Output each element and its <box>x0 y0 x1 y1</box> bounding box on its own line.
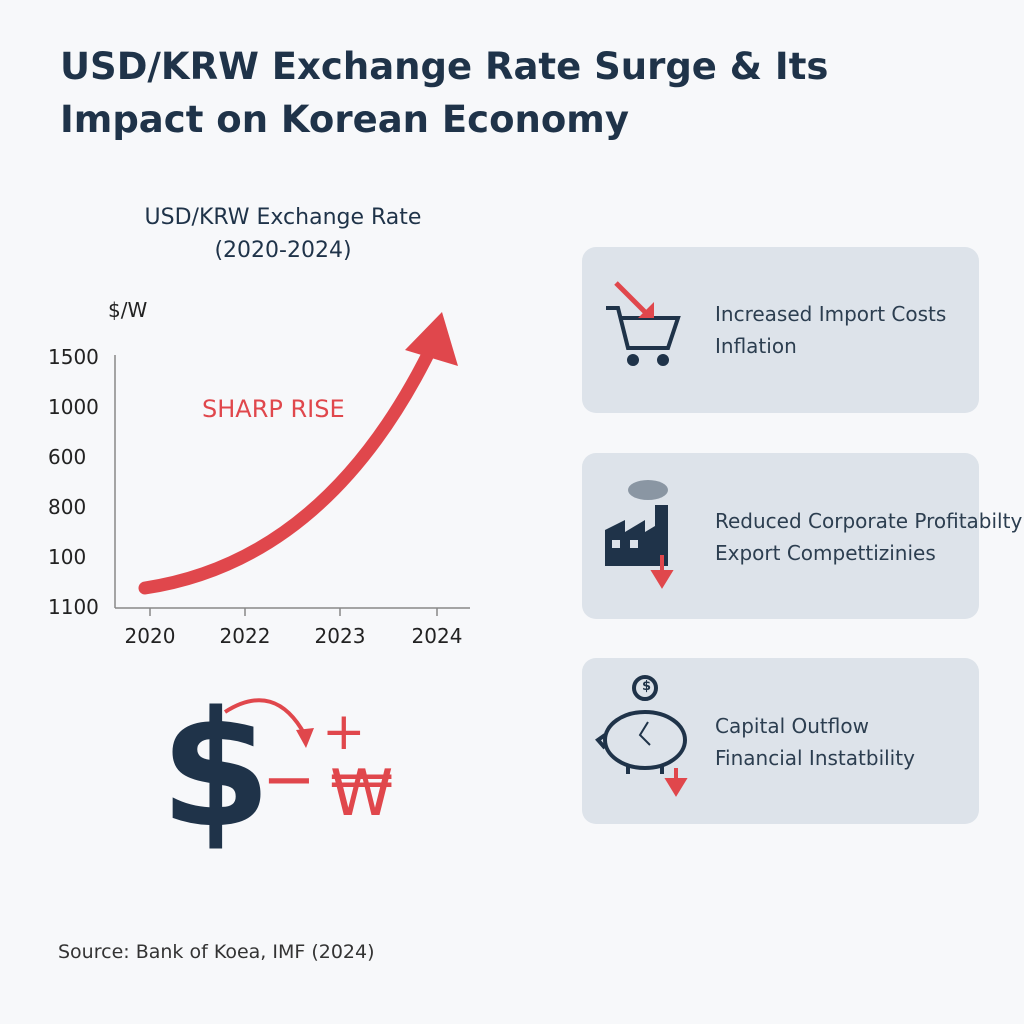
x-tick-label: 2020 <box>124 624 176 648</box>
y-tick-label: 1000 <box>48 395 99 419</box>
plus-symbol: + <box>322 702 366 762</box>
piggy-icon <box>595 675 688 797</box>
page-title: USD/KRW Exchange Rate Surge & Its Impact… <box>60 45 829 141</box>
arrow-head <box>405 312 458 366</box>
source: Source: Bank of Koea, IMF (2024) <box>58 941 375 963</box>
impact-text: Export Compettizinies <box>715 541 936 565</box>
chart-title: USD/KRW Exchange Rate <box>144 205 422 230</box>
impact-text: Financial Instatbility <box>715 746 915 770</box>
x-tick-label: 2023 <box>314 624 366 648</box>
impact-text: Reduced Corporate Profitabilty <box>715 509 1023 533</box>
cart-icon <box>606 281 681 366</box>
x-ticks <box>149 608 438 616</box>
y-tick-label: 600 <box>48 445 87 469</box>
won-symbol: ₩ <box>330 757 394 831</box>
chart-subtitle: (2020-2024) <box>214 238 352 263</box>
y-unit: $/W <box>108 298 148 322</box>
x-tick-label: 2024 <box>411 624 463 648</box>
rise-arrow <box>138 333 442 595</box>
annotation: SHARP RISE <box>202 395 345 423</box>
swap-arrow <box>223 698 307 736</box>
y-tick-label: 800 <box>48 495 87 519</box>
impact-text: Capital Outflow <box>715 714 869 738</box>
impact-text: Increased Import Costs <box>715 302 947 326</box>
impact-text: Inflation <box>715 334 797 358</box>
swap-arrow-head <box>296 728 314 748</box>
y-tick-label: 100 <box>48 545 87 569</box>
x-tick-label: 2022 <box>219 624 271 648</box>
minus-symbol: − <box>262 743 316 817</box>
coin-symbol: $ <box>642 679 652 694</box>
y-tick-label: 1100 <box>48 595 99 619</box>
dollar-symbol: $ <box>160 676 272 863</box>
factory-icon <box>605 480 674 589</box>
y-tick-label: 1500 <box>48 345 99 369</box>
impact-card <box>582 453 979 619</box>
impact-card <box>582 247 979 413</box>
